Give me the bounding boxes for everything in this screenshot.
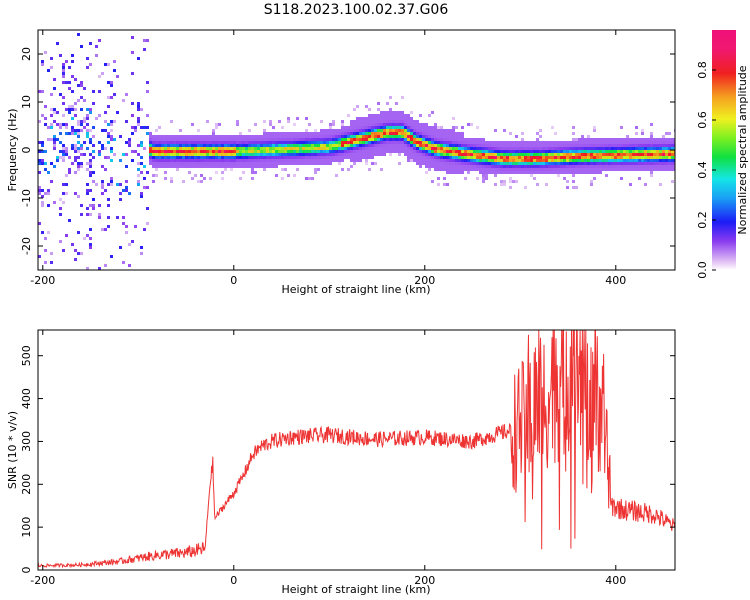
y-tick-label: 0: [20, 147, 33, 154]
snr-x-axis-label: Height of straight line (km): [281, 583, 430, 596]
colorbar-tick-label: 0.4: [696, 161, 709, 179]
colorbar: 0.0 0.2 0.4 0.6 0.8 Normalized spectral ampl…: [696, 30, 749, 279]
x-tick-label: 0: [230, 274, 237, 287]
y-tick-label: -20: [20, 237, 33, 255]
x-tick-label: -200: [30, 274, 55, 287]
y-tick-label: 20: [20, 47, 33, 61]
snr-y-axis-label: SNR (10 * v/v): [6, 411, 19, 489]
snr-series-line: [38, 330, 675, 569]
colorbar-tick-label: 0.8: [696, 61, 709, 79]
y-tick-label: 100: [20, 517, 33, 538]
snr-line-layer: [38, 330, 675, 569]
colorbar-label: Normalized spectral amplitude: [736, 65, 749, 234]
colorbar-tick-label: 0.6: [696, 111, 709, 129]
snr-y-ticks: 0 100 200 300 400 500: [20, 345, 675, 574]
snr-x-ticks: -200 0 200 400: [30, 330, 626, 587]
colorbar-tick-label: 0.2: [696, 211, 709, 229]
x-tick-label: 400: [605, 274, 626, 287]
spectrogram-panel: -200 0 200 400 20 10 0 -10 -20 Height of straig…: [6, 29, 676, 296]
snr-frame: [37, 329, 676, 571]
y-tick-label: -10: [20, 189, 33, 207]
x-tick-label: 400: [605, 574, 626, 587]
y-tick-label: 10: [20, 95, 33, 109]
colorbar-ticks: 0.0 0.2 0.4 0.6 0.8: [696, 61, 716, 279]
y-tick-label: 500: [20, 345, 33, 366]
y-tick-label: 300: [20, 431, 33, 452]
spectrogram-x-axis-label: Height of straight line (km): [281, 283, 430, 296]
y-tick-label: 400: [20, 388, 33, 409]
x-tick-label: 0: [230, 574, 237, 587]
spectrogram-y-ticks: 20 10 0 -10 -20: [20, 47, 675, 255]
y-tick-label: 0: [20, 567, 33, 574]
spectrogram-y-axis-label: Frequency (Hz): [6, 109, 19, 192]
colorbar-gradient: [712, 30, 736, 270]
y-tick-label: 200: [20, 474, 33, 495]
x-tick-label: 200: [414, 274, 435, 287]
x-tick-label: -200: [30, 574, 55, 587]
figure-title: S118.2023.100.02.37.G06: [264, 2, 449, 18]
x-tick-label: 200: [414, 574, 435, 587]
spectrogram-heatmap: [38, 33, 675, 270]
spectrogram-x-ticks: -200 0 200 400: [30, 30, 626, 287]
colorbar-tick-label: 0.0: [696, 261, 709, 279]
